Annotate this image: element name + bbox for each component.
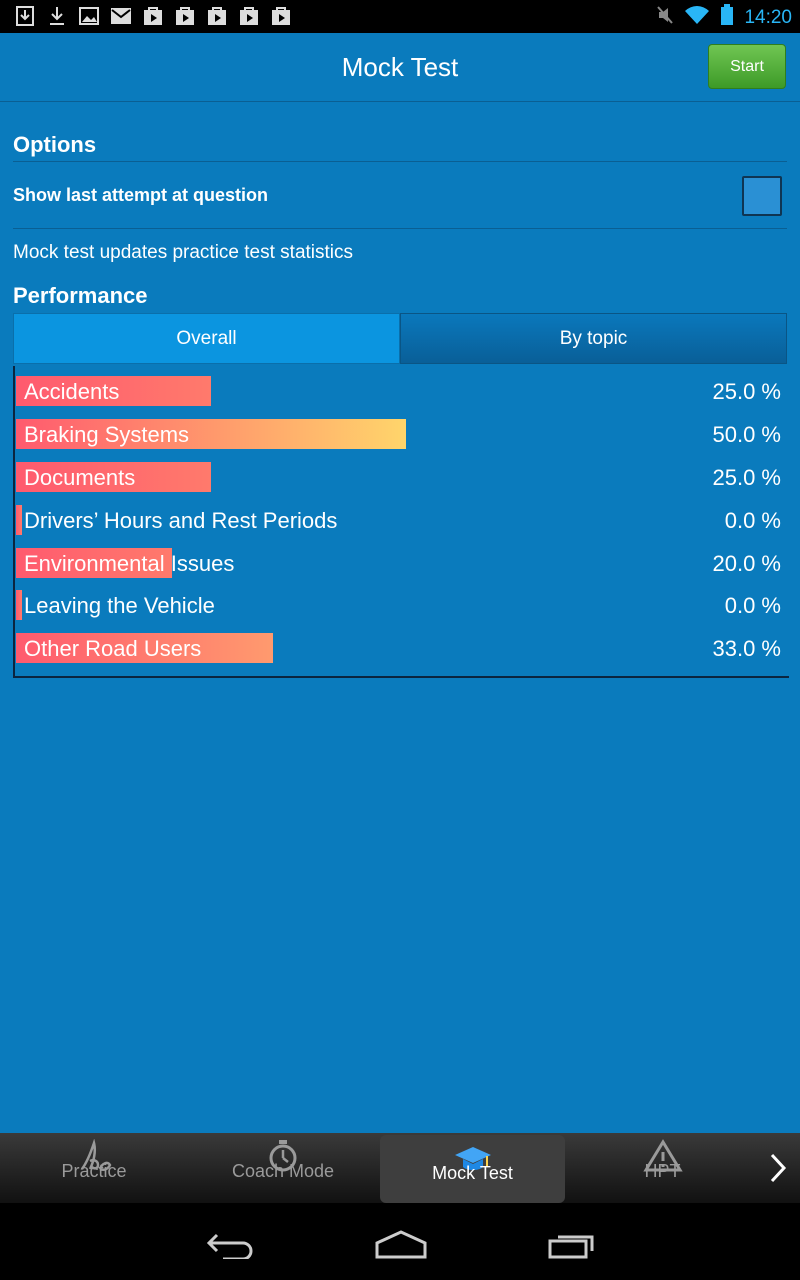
topic-label: Leaving the Vehicle <box>24 593 215 618</box>
nav-practice-label: Practice <box>61 1161 127 1181</box>
stopwatch-icon <box>269 1140 297 1172</box>
mail-icon <box>110 6 132 26</box>
topic-label: Braking Systems <box>24 422 190 447</box>
nav-coach-mode[interactable]: Coach Mode <box>188 1133 378 1203</box>
topic-percent: 20.0 % <box>712 551 782 576</box>
page-title: Mock Test <box>341 52 459 82</box>
nav-practice[interactable]: Practice <box>0 1133 188 1203</box>
list-item: Documents 25.0 % <box>15 452 787 494</box>
topic-label: Other Road Users <box>24 636 202 661</box>
battery-icon <box>720 4 734 31</box>
options-heading: Options <box>13 132 97 157</box>
tab-by-topic[interactable]: By topic <box>400 313 787 364</box>
play-store-icon <box>270 6 292 26</box>
progress-bar <box>16 376 211 406</box>
list-item: Drivers’ Hours and Rest Periods 0.0 % <box>15 495 787 537</box>
mute-icon <box>656 5 674 30</box>
topic-percent: 50.0 % <box>712 422 782 447</box>
progress-bar <box>16 462 211 492</box>
play-store-icon <box>174 6 196 26</box>
divider <box>13 228 787 229</box>
performance-tabs: Overall By topic <box>13 313 787 364</box>
system-navigation-bar <box>0 1203 800 1280</box>
list-item: Other Road Users 33.0 % <box>15 623 787 665</box>
topic-percent: 25.0 % <box>712 465 782 490</box>
pencil-icon <box>80 1139 112 1172</box>
topic-percent: 0.0 % <box>724 593 781 618</box>
performance-list: Accidents 25.0 % Braking Systems 50.0 % … <box>13 366 789 678</box>
topic-percent: 25.0 % <box>712 379 782 404</box>
play-store-icon <box>142 6 164 26</box>
list-item: Leaving the Vehicle 0.0 % <box>15 580 787 622</box>
chevron-right-icon[interactable] <box>762 1151 792 1190</box>
tab-overall[interactable]: Overall <box>13 313 400 364</box>
start-button[interactable]: Start <box>708 44 786 89</box>
nav-mock-test[interactable]: Mock Test <box>380 1135 565 1203</box>
action-bar: Mock Test Start <box>0 33 800 102</box>
progress-bar <box>16 590 22 620</box>
play-store-icon <box>206 6 228 26</box>
bottom-navigation: Practice Coach Mode Mock Test HPT <box>0 1133 800 1203</box>
back-icon[interactable] <box>205 1229 255 1264</box>
graduation-cap-icon <box>454 1147 491 1170</box>
topic-label: Accidents <box>24 379 120 404</box>
list-item: Environmental Issues 20.0 % <box>15 538 787 580</box>
nav-hpt[interactable]: HPT <box>565 1133 760 1203</box>
topic-label: Environmental Issues <box>24 551 235 576</box>
wifi-icon <box>684 5 710 30</box>
play-store-icon <box>238 6 260 26</box>
progress-bar <box>16 633 273 663</box>
progress-bar <box>16 548 172 578</box>
nav-mock-test-label: Mock Test <box>432 1163 513 1183</box>
list-item: Accidents 25.0 % <box>15 366 787 408</box>
nav-hpt-label: HPT <box>644 1161 681 1181</box>
download-icon <box>46 6 68 26</box>
nav-coach-mode-label: Coach Mode <box>231 1161 335 1181</box>
performance-heading: Performance <box>13 283 148 308</box>
show-last-attempt-label: Show last attempt at question <box>13 185 269 205</box>
home-icon[interactable] <box>374 1229 428 1264</box>
status-time: 14:20 <box>744 6 792 28</box>
status-bar: 14:20 <box>0 0 800 33</box>
statistics-note: Mock test updates practice test statisti… <box>13 242 354 263</box>
topic-percent: 33.0 % <box>712 636 782 661</box>
divider <box>13 161 787 162</box>
recent-apps-icon[interactable] <box>548 1231 598 1264</box>
list-item: Braking Systems 50.0 % <box>15 409 787 451</box>
topic-percent: 0.0 % <box>724 508 781 533</box>
topic-label: Drivers’ Hours and Rest Periods <box>24 508 338 533</box>
warning-triangle-icon <box>642 1139 683 1172</box>
topic-label: Documents <box>24 465 136 490</box>
progress-bar <box>16 505 22 535</box>
download-box-icon <box>14 6 36 26</box>
image-icon <box>78 6 100 26</box>
progress-bar <box>16 419 406 449</box>
show-last-attempt-checkbox[interactable] <box>742 176 782 216</box>
